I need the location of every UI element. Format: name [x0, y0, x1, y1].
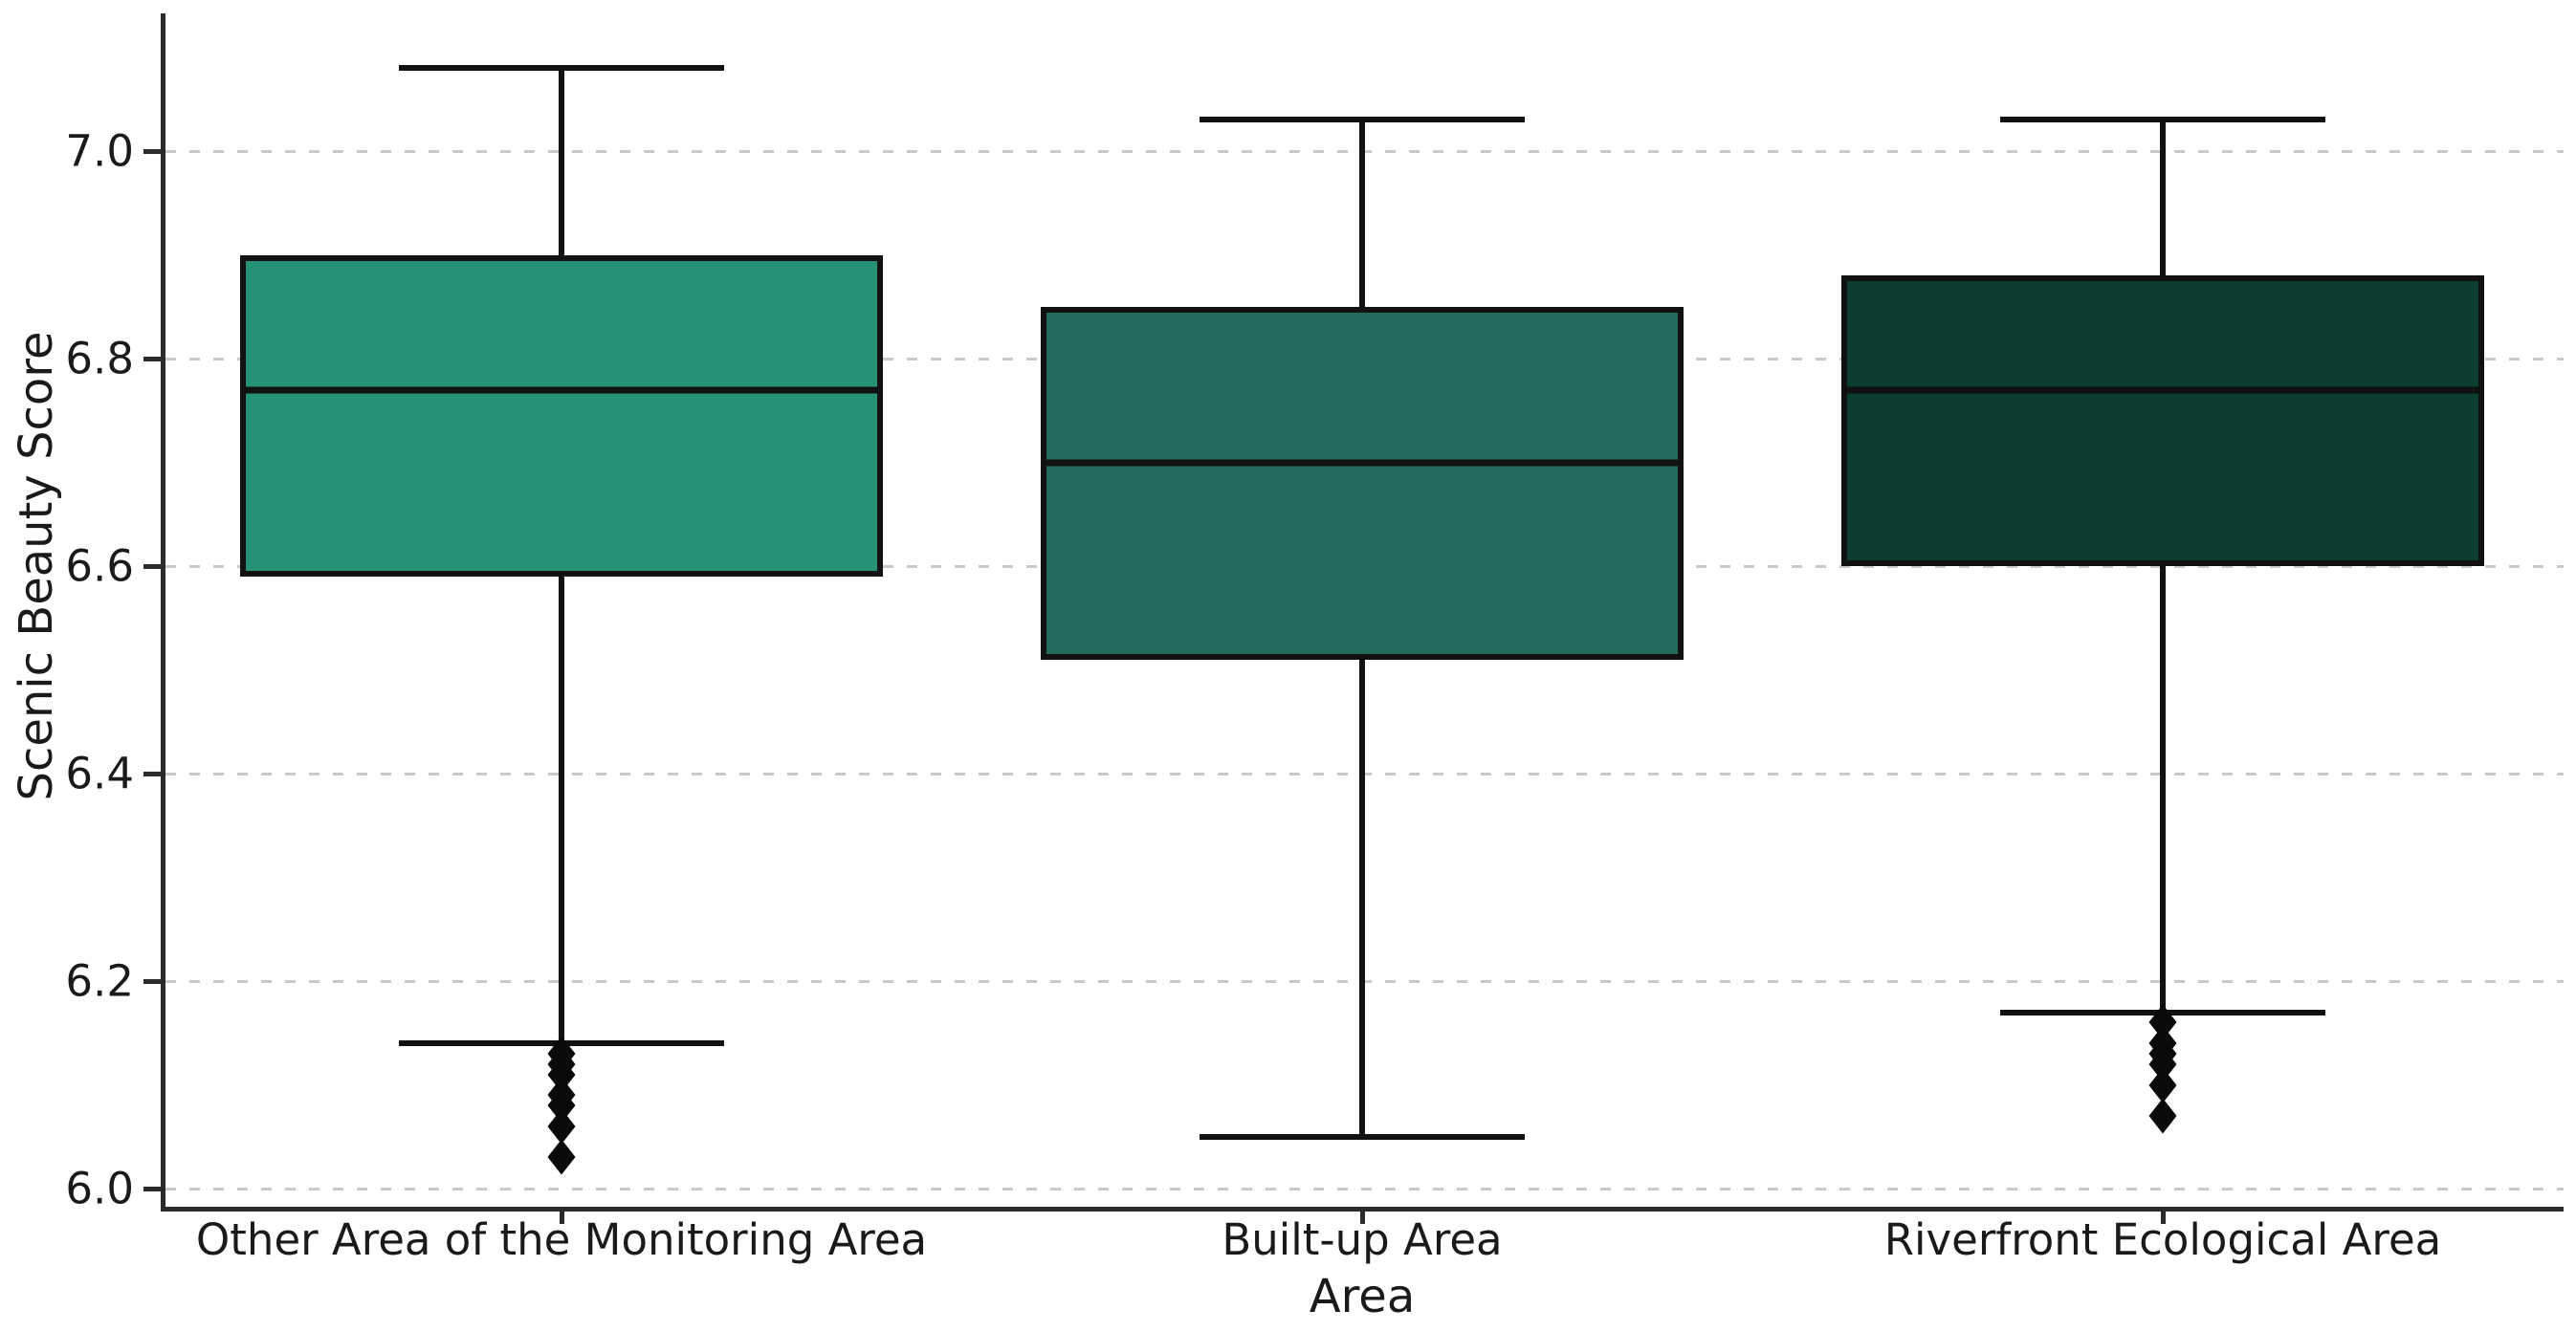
median-line: [1844, 386, 2481, 394]
x-tick-mark: [1360, 1207, 1365, 1224]
box-iqr: [240, 254, 883, 577]
x-tick-label: Other Area of the Monitoring Area: [195, 1214, 928, 1265]
y-tick-label: 6.0: [65, 1163, 134, 1214]
x-tick-mark: [2161, 1207, 2166, 1224]
y-tick-label: 7.0: [65, 125, 134, 177]
whisker-line: [2160, 120, 2166, 1013]
whisker-cap-top: [399, 65, 724, 72]
box-iqr: [1841, 275, 2484, 566]
y-tick-mark: [143, 149, 161, 154]
y-tick-mark: [143, 564, 161, 569]
median-line: [243, 386, 880, 394]
x-tick-label: Riverfront Ecological Area: [1883, 1214, 2442, 1265]
outlier-point: [2148, 1098, 2177, 1134]
x-axis-label: Area: [1309, 1270, 1416, 1323]
y-tick-mark: [143, 357, 161, 361]
y-tick-label: 6.6: [65, 540, 134, 592]
x-tick-label: Built-up Area: [1222, 1214, 1503, 1265]
whisker-cap-top: [2000, 117, 2325, 123]
box-iqr: [1041, 306, 1684, 660]
y-tick-mark: [143, 979, 161, 984]
gridline: [165, 1188, 2564, 1190]
y-tick-mark: [143, 772, 161, 776]
y-tick-label: 6.2: [65, 955, 134, 1007]
y-axis-spine: [161, 13, 165, 1212]
x-tick-mark: [560, 1207, 564, 1224]
outlier-point: [547, 1139, 576, 1175]
median-line: [1044, 459, 1681, 466]
whisker-cap-bottom: [1200, 1133, 1525, 1140]
y-tick-label: 6.8: [65, 333, 134, 384]
y-tick-label: 6.4: [65, 748, 134, 799]
whisker-cap-top: [1200, 117, 1525, 123]
y-tick-mark: [143, 1187, 161, 1191]
